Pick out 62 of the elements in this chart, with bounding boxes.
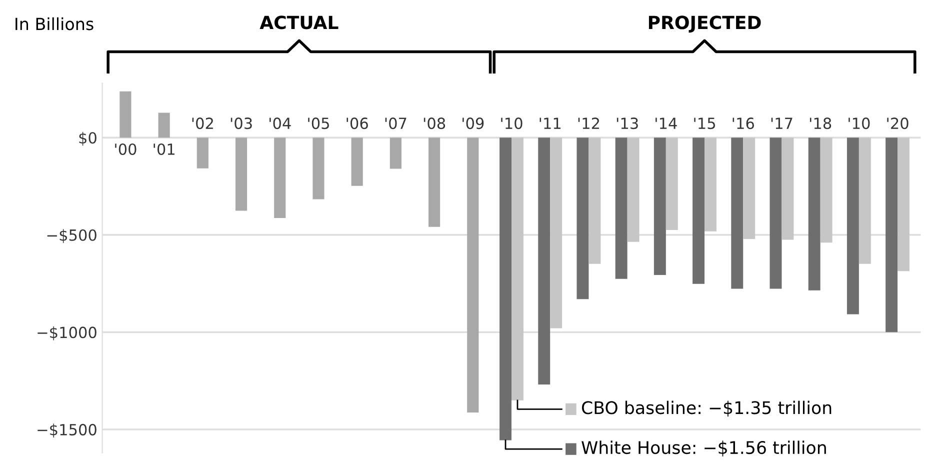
x-tick-label: '13 <box>616 118 638 130</box>
bar <box>351 138 363 186</box>
x-tick-label: '10 <box>848 118 870 130</box>
bar <box>731 138 744 289</box>
bar <box>158 112 170 138</box>
bar <box>120 91 132 138</box>
x-tick-label: '00 <box>115 143 136 156</box>
bar <box>588 138 601 264</box>
x-tick-label: '12 <box>578 118 599 129</box>
bar <box>846 138 859 314</box>
bar <box>808 138 820 290</box>
x-tick-label: '09 <box>462 118 484 130</box>
bar <box>312 138 324 200</box>
bar <box>576 138 589 300</box>
x-tick-label: '04 <box>270 118 291 130</box>
y-tick-label: −$1500 <box>38 424 96 438</box>
x-tick-label: '17 <box>771 118 792 129</box>
text: ACTUAL <box>260 16 338 30</box>
bar <box>550 138 562 328</box>
bar <box>512 138 524 400</box>
bar <box>500 138 512 440</box>
bar <box>274 138 286 218</box>
bar <box>886 138 898 332</box>
x-tick-label: '15 <box>694 118 716 130</box>
bar <box>235 138 248 211</box>
y-tick-label: −$500 <box>47 229 96 243</box>
x-tick-label: '03 <box>230 118 252 130</box>
x-tick-label: '14 <box>656 118 677 129</box>
x-tick-label: '02 <box>192 118 213 130</box>
bar <box>898 138 910 272</box>
bar <box>858 138 871 264</box>
x-tick-label: '06 <box>346 118 368 130</box>
y-tick-label: $0 <box>79 132 96 146</box>
bar <box>692 138 705 284</box>
bar <box>704 138 716 232</box>
bar <box>782 138 794 240</box>
y-tick-label: −$1000 <box>38 326 96 340</box>
x-tick-label: '20 <box>887 118 908 130</box>
x-tick-label: '01 <box>154 143 174 156</box>
bar <box>770 138 782 289</box>
legend-label: White House: −$1.56 trillion <box>582 440 826 456</box>
bar <box>615 138 628 279</box>
bar <box>666 138 678 230</box>
legend-label: CBO baseline: −$1.35 trillion <box>582 400 832 417</box>
bar <box>428 138 440 227</box>
x-tick-label: '08 <box>424 118 446 130</box>
bar <box>467 138 479 412</box>
x-tick-label: '18 <box>810 118 832 130</box>
x-tick-label: '05 <box>308 118 329 130</box>
bar <box>743 138 756 239</box>
bar <box>390 138 402 169</box>
x-tick-label: '07 <box>385 118 406 130</box>
bar <box>820 138 832 243</box>
bar <box>196 138 208 168</box>
bar <box>654 138 666 275</box>
text: PROJECTED <box>648 16 761 33</box>
x-tick-label: '16 <box>732 118 754 130</box>
x-tick-label: '11 <box>540 118 561 129</box>
y-axis-title: In Billions <box>16 17 94 30</box>
bar <box>627 138 640 242</box>
x-tick-label: '10 <box>501 118 522 130</box>
bar <box>538 138 550 384</box>
